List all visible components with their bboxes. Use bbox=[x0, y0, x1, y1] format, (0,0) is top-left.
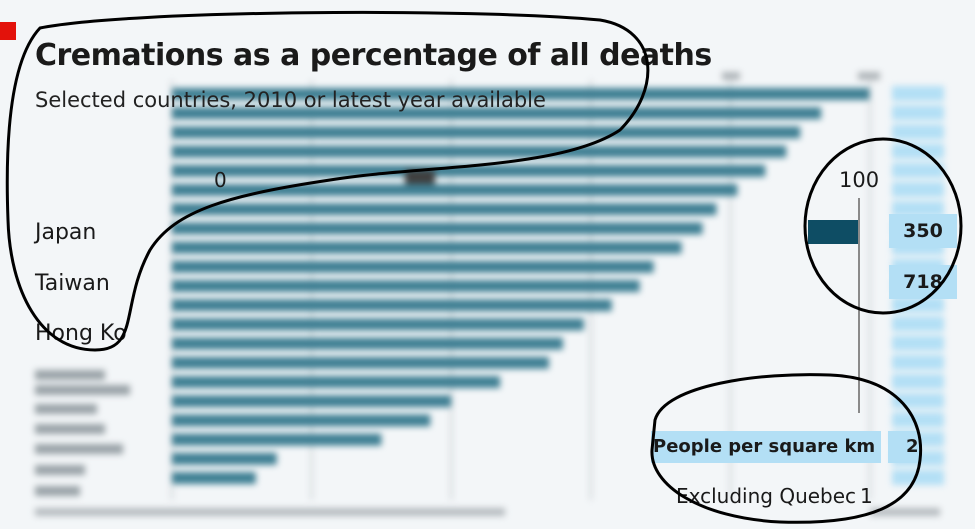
x-tick-100: 100 bbox=[839, 168, 880, 192]
bar bbox=[172, 433, 382, 446]
blurred-label bbox=[35, 465, 85, 475]
density-box bbox=[892, 86, 944, 101]
category-label-taiwan: Taiwan bbox=[35, 271, 110, 296]
footnote-value: 1 bbox=[860, 484, 873, 508]
density-box bbox=[892, 316, 944, 332]
density-box bbox=[892, 354, 944, 370]
chart-subtitle: Selected countries, 2010 or latest year … bbox=[35, 88, 546, 112]
blurred-label bbox=[35, 385, 130, 395]
bar bbox=[172, 395, 452, 408]
blurred-tick bbox=[722, 72, 740, 80]
density-value-taiwan: 718 bbox=[889, 265, 957, 299]
bar bbox=[172, 414, 431, 427]
blurred-label bbox=[35, 486, 80, 496]
bar bbox=[172, 472, 256, 484]
blurred-label bbox=[35, 404, 97, 414]
axis-line-100 bbox=[858, 198, 860, 413]
density-legend-label: People per square km bbox=[651, 431, 882, 463]
blurred-tick bbox=[858, 72, 880, 80]
density-legend-value: 2 bbox=[888, 431, 919, 463]
footnote: Excluding Quebec bbox=[676, 484, 857, 508]
bar bbox=[172, 376, 501, 388]
blurred-source bbox=[35, 508, 505, 516]
blurred-label bbox=[35, 424, 105, 434]
category-label-japan: Japan bbox=[35, 220, 97, 245]
density-value-japan: 350 bbox=[889, 214, 957, 248]
bar bbox=[172, 356, 549, 369]
density-box bbox=[892, 124, 944, 140]
x-tick-0: 0 bbox=[214, 168, 227, 192]
bar bbox=[172, 452, 277, 465]
category-label-hong-kong: Hong Ko bbox=[35, 321, 127, 346]
bar-japan-end bbox=[808, 220, 858, 244]
density-box bbox=[892, 105, 944, 121]
brand-mark bbox=[0, 22, 16, 40]
blurred-decoration bbox=[35, 72, 940, 516]
density-box bbox=[892, 335, 944, 351]
blurred-label bbox=[35, 370, 105, 380]
chart-title: Cremations as a percentage of all deaths bbox=[35, 38, 712, 73]
blurred-label bbox=[35, 444, 123, 454]
